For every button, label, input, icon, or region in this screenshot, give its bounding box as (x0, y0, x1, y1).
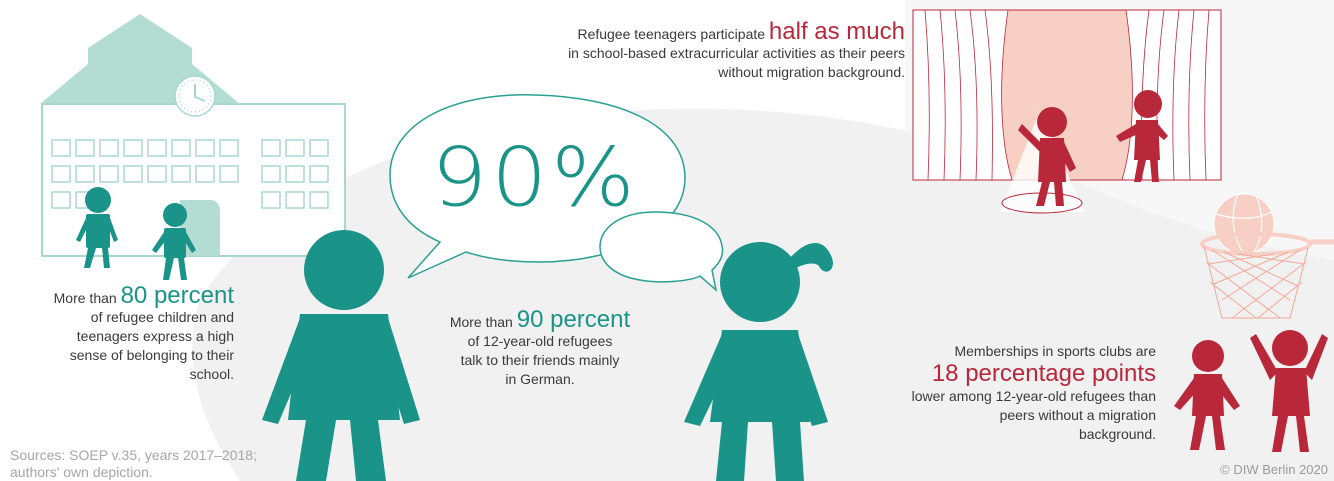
child-figure-icon (1116, 90, 1168, 182)
language-text: More than 90 percent of 12-year-old refu… (420, 308, 660, 389)
extracurricular-prefix: Refugee teenagers participate (577, 26, 766, 42)
language-line: of 12-year-old refugees (467, 333, 613, 349)
belonging-line: of refugee children and (90, 309, 234, 325)
language-line: in German. (505, 371, 575, 387)
extracurricular-text: Refugee teenagers participate half as mu… (430, 20, 905, 82)
copyright-note: © DIW Berlin 2020 (1220, 462, 1328, 477)
language-prefix: More than (449, 314, 513, 330)
basketball-hoop-icon (1200, 193, 1334, 319)
extracurricular-line: without migration background. (718, 64, 905, 80)
child-figure-icon (1250, 330, 1328, 452)
extracurricular-line: in school-based extracurricular activiti… (568, 45, 905, 61)
clock-icon (174, 75, 216, 117)
language-highlight: 90 percent (516, 306, 631, 333)
child-figure-icon (262, 230, 420, 481)
sports-prefix: Memberships in sports clubs are (954, 343, 1156, 359)
sports-line: background. (1078, 426, 1156, 442)
sports-line: lower among 12-year-old refugees than (911, 388, 1156, 404)
child-figure-icon (1174, 340, 1240, 450)
child-figure-icon (1018, 107, 1076, 206)
speech-bubble-icon (599, 211, 724, 293)
sports-line: peers without a migration (999, 407, 1156, 423)
child-figure-icon (152, 203, 196, 280)
child-figure-icon (76, 187, 118, 268)
sports-text: Memberships in sports clubs are 18 perce… (820, 342, 1156, 444)
belonging-line: school. (189, 366, 234, 382)
belonging-highlight: 80 percent (120, 282, 234, 309)
extracurricular-highlight: half as much (768, 18, 905, 45)
sources-note: Sources: SOEP v.35, years 2017–2018; aut… (10, 447, 257, 480)
belonging-text: More than 80 percent of refugee children… (0, 284, 234, 384)
sports-highlight: 18 percentage points (931, 360, 1156, 387)
language-line: talk to their friends mainly (460, 352, 620, 368)
belonging-line: teenagers express a high (76, 328, 234, 344)
belonging-line: sense of belonging to their (69, 347, 234, 363)
speech-bubble-value: 90% (431, 130, 639, 225)
child-figure-icon (684, 242, 833, 481)
belonging-prefix: More than (53, 290, 117, 306)
